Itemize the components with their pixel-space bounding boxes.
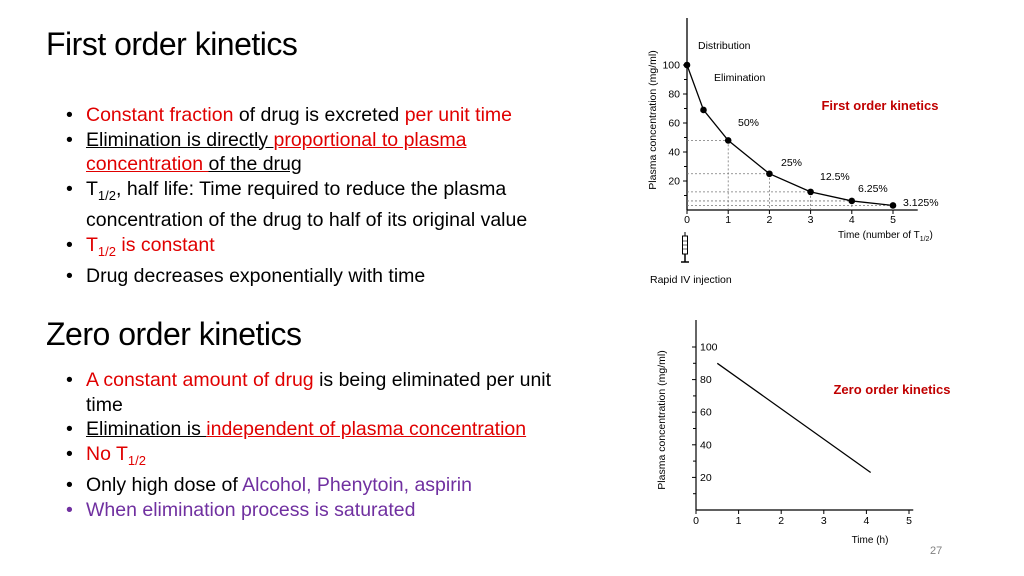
x-tick-label: 1: [725, 214, 731, 226]
annotation-3: 3.125%: [903, 197, 939, 209]
subscript: 1/2: [97, 187, 116, 203]
first-order-title: First order kinetics: [46, 26, 298, 62]
x-tick-label: 0: [693, 515, 699, 527]
bullet-text: Elimination is directly: [86, 128, 274, 151]
bullet-text: When elimination process is saturated: [86, 498, 416, 521]
y-tick-label: 80: [700, 374, 712, 386]
chart-guides: [687, 139, 894, 210]
x-tick-label: 2: [778, 515, 784, 527]
data-point: [889, 202, 897, 209]
chart-title: First order kinetics: [821, 98, 938, 113]
y-tick-label: 100: [700, 342, 718, 354]
bullet-text: concentration of the drug to half of its…: [86, 209, 528, 231]
annotation-25: 25%: [781, 157, 802, 169]
syringe-icon: [681, 232, 689, 263]
chart-axes: [683, 18, 918, 214]
chart-ylabel: Plasma concentration (mg/ml): [656, 350, 668, 489]
bullet-text: Only high dose of: [86, 474, 243, 496]
subscript: 1/2: [127, 452, 146, 468]
y-tick-label: 100: [662, 60, 680, 72]
page-number: 27: [930, 545, 943, 557]
bullet-elimination-proportional: Elimination is directly proportional to …: [62, 128, 527, 177]
series-line: [716, 362, 872, 474]
bullet-text: time: [86, 393, 123, 416]
y-tick-label: 60: [700, 407, 712, 419]
chart-axes: [692, 320, 914, 514]
bullet-text: of drug is excreted: [233, 104, 405, 126]
x-tick-label: 0: [684, 214, 690, 226]
x-tick-label: 4: [863, 515, 869, 527]
bullet-half-life-constant: T1/2 is constant: [62, 233, 527, 265]
y-tick-label: 80: [668, 89, 680, 101]
bullet-text: of the drug: [208, 153, 302, 175]
bullet-constant-fraction: Constant fraction of drug is excreted pe…: [62, 103, 527, 128]
bullet-exponential: Drug decreases exponentially with time: [62, 264, 527, 289]
bullet-no-half-life: No T1/2: [62, 442, 551, 474]
bullet-text: per unit time: [404, 104, 512, 126]
annotation-50: 50%: [738, 117, 759, 129]
data-point: [700, 106, 707, 114]
chart-tick-labels: 0 1 2 3 4 5 100 80 60 40 20: [662, 60, 896, 227]
x-tick-label: 5: [906, 515, 912, 527]
chart-tick-labels: 0 1 2 3 4 5 100 80 60 40 20: [693, 342, 912, 528]
y-tick-label: 20: [700, 472, 712, 484]
annotation-6: 6.25%: [858, 183, 888, 195]
bullet-text: is constant: [116, 233, 215, 256]
bullet-text: T: [86, 233, 98, 256]
x-tick-label: 3: [821, 515, 827, 527]
y-tick-label: 40: [668, 147, 680, 159]
chart-xlabel: Time (number of T1/2): [838, 230, 933, 243]
bullet-high-dose: Only high dose of Alcohol, Phenytoin, as…: [62, 473, 551, 498]
bullet-text: T: [86, 177, 98, 200]
bullet-constant-amount: A constant amount of drug is being elimi…: [62, 368, 551, 417]
bullet-text: Elimination is: [86, 418, 207, 440]
zero-order-title: Zero order kinetics: [46, 316, 302, 352]
x-tick-label: 5: [890, 214, 896, 226]
bullet-text: independent of plasma concentration: [206, 418, 527, 440]
bullet-text: A constant amount of drug: [86, 369, 314, 391]
chart-title: Zero order kinetics: [833, 382, 950, 397]
x-tick-label: 1: [736, 515, 742, 527]
chart-title-group: First order kinetics: [821, 98, 938, 113]
x-tick-label: 2: [766, 214, 772, 226]
bullet-text: , half life: Time required to reduce the…: [116, 177, 507, 200]
bullet-text: Constant fraction: [86, 104, 234, 126]
first-order-bullet-list: Constant fraction of drug is excreted pe…: [62, 103, 527, 289]
y-tick-label: 40: [700, 439, 712, 451]
y-tick-label: 20: [668, 176, 680, 188]
subscript: 1/2: [97, 243, 116, 259]
bullet-saturated: When elimination process is saturated: [62, 498, 551, 523]
first-order-chart: Plasma concentration (mg/ml) First order…: [647, 18, 939, 286]
zero-order-chart: Plasma concentration (mg/ml) Zero order …: [656, 320, 951, 546]
bullet-text: proportional to plasma: [273, 128, 467, 151]
chart-xlabel: Time (h): [852, 535, 889, 546]
annotation-12: 12.5%: [820, 171, 850, 183]
bullet-text: concentration: [86, 153, 209, 175]
data-point: [766, 170, 773, 178]
zero-order-bullet-list: A constant amount of drug is being elimi…: [62, 368, 551, 522]
y-tick-label: 60: [668, 118, 680, 130]
bullet-half-life: T1/2, half life: Time required to reduce…: [62, 177, 527, 233]
data-point: [807, 188, 814, 196]
annotation-elimination: Elimination: [714, 72, 766, 84]
annotation-distribution: Distribution: [698, 40, 751, 52]
data-point: [724, 137, 732, 144]
x-tick-label: 3: [808, 214, 814, 226]
bullet-text: Alcohol, Phenytoin, aspirin: [242, 474, 472, 496]
chart-ylabel: Plasma concentration (mg/ml): [647, 50, 659, 189]
bullet-elimination-independent: Elimination is independent of plasma con…: [62, 417, 551, 442]
annotation-injection: Rapid IV injection: [650, 274, 732, 286]
data-point: [683, 61, 691, 69]
bullet-text: is being eliminated per unit: [313, 369, 552, 391]
x-tick-label: 4: [849, 214, 855, 226]
bullet-text: No T: [86, 442, 128, 465]
chart-points: [683, 61, 897, 209]
data-point: [848, 197, 856, 205]
bullet-text: Drug decreases exponentially with time: [86, 265, 426, 287]
chart-series-line: [716, 362, 872, 474]
